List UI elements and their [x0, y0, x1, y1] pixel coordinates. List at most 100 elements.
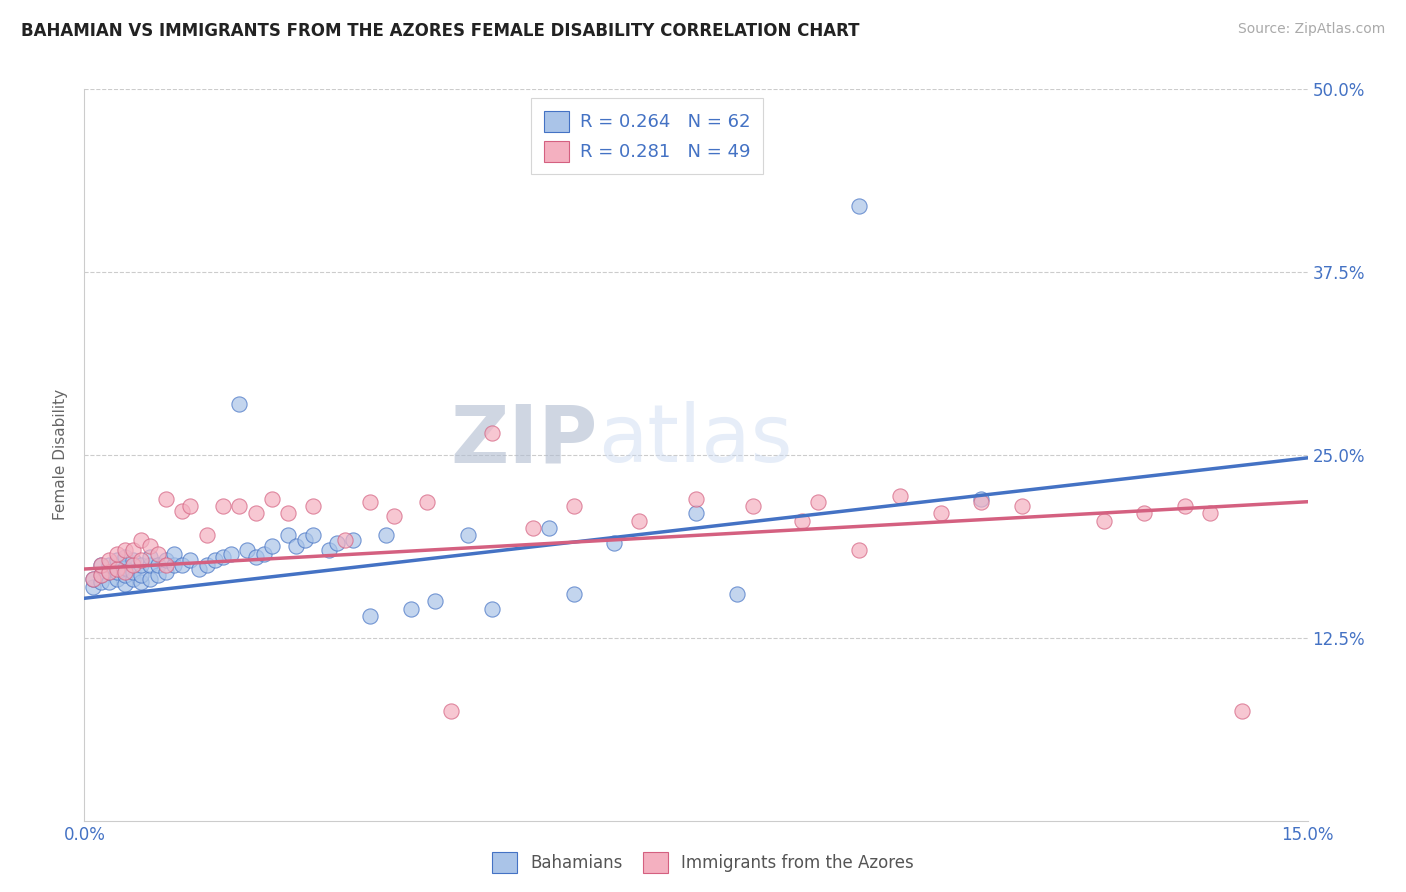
Point: [122, 572, 145, 586]
Point: [382, 509, 405, 524]
Point: [97, 565, 120, 579]
Point: [122, 543, 145, 558]
Point: [285, 539, 308, 553]
Point: [245, 550, 267, 565]
Point: [301, 528, 323, 542]
Point: [562, 499, 585, 513]
Point: [228, 499, 250, 513]
Point: [105, 562, 128, 576]
Point: [97, 565, 120, 579]
Point: [236, 543, 259, 558]
Point: [440, 704, 463, 718]
Point: [326, 535, 349, 549]
Point: [627, 514, 650, 528]
Point: [82, 572, 104, 586]
Point: [416, 494, 439, 508]
Point: [228, 397, 250, 411]
Point: [277, 507, 299, 521]
Point: [172, 503, 194, 517]
Point: [97, 575, 120, 590]
Point: [562, 587, 585, 601]
Point: [970, 491, 993, 506]
Point: [155, 491, 177, 506]
Point: [105, 572, 128, 586]
Point: [1092, 514, 1115, 528]
Point: [1232, 704, 1254, 718]
Point: [90, 567, 112, 582]
Point: [848, 543, 870, 558]
Point: [131, 567, 153, 582]
Text: atlas: atlas: [598, 401, 793, 479]
Point: [114, 565, 136, 579]
Point: [155, 553, 177, 567]
Point: [122, 558, 145, 572]
Point: [114, 567, 136, 582]
Point: [294, 533, 316, 547]
Point: [138, 550, 160, 565]
Point: [1133, 507, 1156, 521]
Point: [163, 558, 186, 572]
Point: [260, 539, 283, 553]
Point: [1174, 499, 1197, 513]
Point: [929, 507, 952, 521]
Point: [163, 548, 186, 562]
Point: [848, 199, 870, 213]
Point: [114, 560, 136, 574]
Point: [889, 489, 911, 503]
Point: [90, 558, 112, 572]
Point: [359, 608, 381, 623]
Text: Source: ZipAtlas.com: Source: ZipAtlas.com: [1237, 22, 1385, 37]
Point: [359, 494, 381, 508]
Point: [82, 580, 104, 594]
Point: [90, 575, 112, 590]
Point: [155, 565, 177, 579]
Point: [90, 567, 112, 582]
Point: [219, 548, 242, 562]
Text: BAHAMIAN VS IMMIGRANTS FROM THE AZORES FEMALE DISABILITY CORRELATION CHART: BAHAMIAN VS IMMIGRANTS FROM THE AZORES F…: [21, 22, 859, 40]
Point: [114, 550, 136, 565]
Point: [155, 558, 177, 572]
Point: [122, 553, 145, 567]
Point: [146, 567, 169, 582]
Point: [742, 499, 765, 513]
Legend: R = 0.264   N = 62, R = 0.281   N = 49: R = 0.264 N = 62, R = 0.281 N = 49: [531, 98, 763, 174]
Point: [685, 491, 707, 506]
Point: [318, 543, 340, 558]
Point: [204, 553, 226, 567]
Point: [481, 601, 503, 615]
Point: [212, 499, 235, 513]
Point: [212, 550, 235, 565]
Point: [335, 533, 357, 547]
Point: [195, 558, 218, 572]
Point: [1011, 499, 1033, 513]
Point: [260, 491, 283, 506]
Point: [82, 572, 104, 586]
Point: [114, 576, 136, 591]
Point: [423, 594, 446, 608]
Point: [97, 558, 120, 572]
Point: [522, 521, 544, 535]
Point: [90, 558, 112, 572]
Point: [131, 533, 153, 547]
Y-axis label: Female Disability: Female Disability: [53, 389, 69, 521]
Point: [457, 528, 479, 542]
Point: [179, 553, 201, 567]
Point: [131, 553, 153, 567]
Point: [342, 533, 364, 547]
Point: [245, 507, 267, 521]
Point: [970, 494, 993, 508]
Point: [179, 499, 201, 513]
Point: [146, 548, 169, 562]
Point: [105, 548, 128, 562]
Point: [138, 539, 160, 553]
Point: [481, 425, 503, 440]
Point: [187, 562, 209, 576]
Point: [97, 553, 120, 567]
Point: [131, 575, 153, 590]
Point: [725, 587, 748, 601]
Point: [790, 514, 813, 528]
Point: [807, 494, 830, 508]
Point: [399, 601, 422, 615]
Point: [1198, 507, 1220, 521]
Point: [301, 499, 323, 513]
